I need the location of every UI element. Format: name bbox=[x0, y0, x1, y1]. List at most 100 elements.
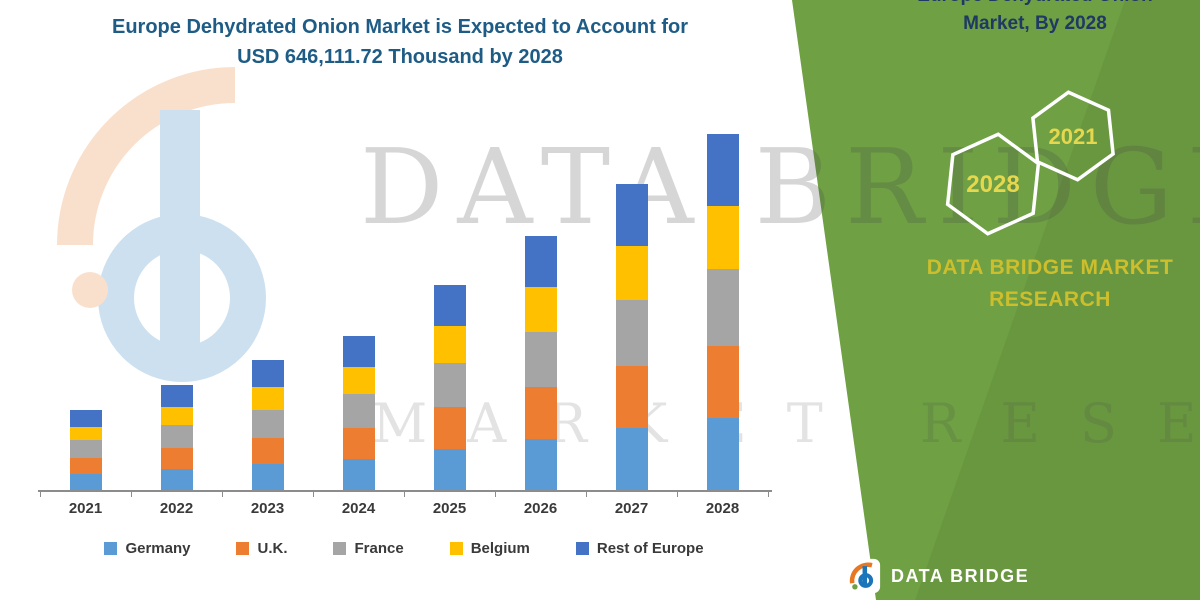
bar-segment-belgium-2025 bbox=[433, 326, 466, 363]
bar-segment-france-2025 bbox=[433, 362, 466, 407]
bar-segment-germany-2023 bbox=[251, 464, 284, 490]
x-axis-label-2026: 2026 bbox=[523, 500, 558, 517]
footer-logo-icon bbox=[845, 558, 881, 594]
x-axis-tick bbox=[677, 492, 678, 497]
x-axis-tick bbox=[313, 492, 314, 497]
bar-segment-rest-of-europe-2026 bbox=[524, 236, 557, 288]
x-axis-tick bbox=[586, 492, 587, 497]
bar-segment-belgium-2028 bbox=[706, 205, 739, 269]
watermark-data-bridge: DATA BRIDGE bbox=[360, 126, 1200, 248]
legend-label-france: France bbox=[354, 540, 404, 557]
bar-segment-germany-2027 bbox=[615, 428, 648, 490]
bar-2026 bbox=[524, 236, 557, 490]
bar-segment-u-k-2022 bbox=[160, 447, 193, 470]
bar-segment-belgium-2027 bbox=[615, 245, 648, 300]
legend-swatch-france bbox=[333, 542, 347, 555]
x-axis-label-2021: 2021 bbox=[68, 500, 103, 517]
bar-2021 bbox=[69, 410, 102, 490]
bar-segment-u-k-2021 bbox=[69, 457, 102, 474]
brand-text-line2: RESEARCH bbox=[989, 287, 1111, 311]
x-axis-tick bbox=[40, 492, 41, 497]
brand-text-line1: DATA BRIDGE MARKET bbox=[926, 256, 1174, 279]
x-axis-label-2027: 2027 bbox=[614, 500, 649, 517]
legend-item-belgium: Belgium bbox=[449, 540, 530, 557]
bar-segment-germany-2021 bbox=[69, 474, 102, 490]
panel-heading-line2: Market, By 2028 bbox=[963, 13, 1107, 34]
footer-logo-text: DATA BRIDGE bbox=[891, 565, 1030, 586]
chart-title: Europe Dehydrated Onion Market is Expect… bbox=[30, 12, 770, 72]
x-axis-label-2022: 2022 bbox=[159, 500, 194, 517]
bar-2022 bbox=[160, 385, 193, 490]
bar-2023 bbox=[251, 360, 284, 490]
legend-label-germany: Germany bbox=[125, 540, 191, 557]
x-axis-tick bbox=[495, 492, 496, 497]
bar-segment-belgium-2024 bbox=[342, 367, 375, 395]
chart-title-line1: Europe Dehydrated Onion Market is Expect… bbox=[111, 16, 688, 38]
bar-2025 bbox=[433, 285, 466, 490]
bar-segment-france-2021 bbox=[69, 440, 102, 458]
bar-segment-belgium-2026 bbox=[524, 287, 557, 332]
bar-segment-belgium-2022 bbox=[160, 406, 193, 426]
bar-segment-france-2023 bbox=[251, 409, 284, 438]
bar-segment-rest-of-europe-2021 bbox=[69, 410, 102, 427]
legend-label-belgium: Belgium bbox=[470, 540, 530, 557]
legend-item-germany: Germany bbox=[104, 540, 190, 557]
brand-text: DATA BRIDGE MARKET RESEARCH bbox=[890, 252, 1200, 315]
bar-segment-germany-2024 bbox=[342, 459, 375, 490]
bar-segment-france-2022 bbox=[160, 425, 193, 448]
footer-logo: DATA BRIDGE bbox=[845, 558, 1029, 594]
legend-label-u-k: U.K. bbox=[257, 540, 288, 557]
bar-segment-france-2024 bbox=[342, 394, 375, 428]
bar-segment-rest-of-europe-2027 bbox=[615, 184, 648, 246]
bar-segment-germany-2026 bbox=[524, 438, 557, 490]
legend-swatch-belgium bbox=[449, 542, 463, 555]
bar-segment-france-2026 bbox=[524, 331, 557, 388]
legend-item-france: France bbox=[333, 540, 404, 557]
bar-segment-u-k-2024 bbox=[342, 427, 375, 460]
plot-area bbox=[40, 130, 768, 490]
data-bridge-logo-watermark-icon bbox=[57, 67, 266, 382]
bar-segment-u-k-2023 bbox=[251, 437, 284, 465]
x-axis-tick bbox=[404, 492, 405, 497]
x-axis-label-2024: 2024 bbox=[341, 500, 376, 517]
bar-segment-u-k-2026 bbox=[524, 387, 557, 439]
year-hexagon-badges: 2028 2021 bbox=[945, 90, 1115, 236]
legend-swatch-u-k bbox=[236, 542, 250, 555]
hexagon-2028-label: 2028 bbox=[966, 171, 1019, 198]
x-axis-label-2023: 2023 bbox=[250, 500, 285, 517]
x-axis-tick bbox=[131, 492, 132, 497]
bar-segment-rest-of-europe-2025 bbox=[433, 285, 466, 327]
bar-segment-germany-2025 bbox=[433, 448, 466, 490]
bar-segment-belgium-2023 bbox=[251, 386, 284, 410]
legend-item-rest-of-europe: Rest of Europe bbox=[575, 540, 704, 557]
bar-segment-u-k-2028 bbox=[706, 345, 739, 419]
bar-segment-rest-of-europe-2023 bbox=[251, 360, 284, 387]
bar-segment-u-k-2027 bbox=[615, 366, 648, 429]
bar-segment-rest-of-europe-2022 bbox=[160, 385, 193, 407]
bar-segment-france-2028 bbox=[706, 268, 739, 346]
bar-segment-germany-2028 bbox=[706, 418, 739, 490]
bar-2024 bbox=[342, 335, 375, 490]
x-axis-tick bbox=[222, 492, 223, 497]
chart-legend: Germany U.K. France Belgium Rest of Europe bbox=[40, 540, 768, 557]
x-axis-label-2028: 2028 bbox=[705, 500, 740, 517]
x-axis-line bbox=[38, 490, 772, 492]
x-axis-tick bbox=[768, 492, 769, 497]
bar-segment-rest-of-europe-2028 bbox=[706, 134, 739, 206]
bar-segment-rest-of-europe-2024 bbox=[342, 335, 375, 368]
hexagon-2021-label: 2021 bbox=[1049, 124, 1098, 149]
watermark-market-research: MARKET RESEARCH bbox=[372, 392, 1200, 455]
bar-segment-germany-2022 bbox=[160, 469, 193, 490]
legend-swatch-rest-of-europe bbox=[575, 542, 589, 555]
bar-segment-france-2027 bbox=[615, 299, 648, 367]
panel-heading-line1-cutoff: Europe Dehydrated Onion bbox=[880, 0, 1190, 7]
x-axis-labels: 2021 2022 2023 2024 2025 2026 2027 2028 bbox=[40, 500, 768, 522]
bar-2027 bbox=[615, 184, 648, 490]
legend-label-rest-of-europe: Rest of Europe bbox=[596, 540, 704, 557]
legend-item-u-k: U.K. bbox=[236, 540, 287, 557]
hexagon-2021 bbox=[1031, 90, 1115, 182]
bar-segment-u-k-2025 bbox=[433, 406, 466, 449]
chart-title-line2: USD 646,111.72 Thousand by 2028 bbox=[237, 46, 563, 68]
bar-2028 bbox=[706, 134, 739, 490]
